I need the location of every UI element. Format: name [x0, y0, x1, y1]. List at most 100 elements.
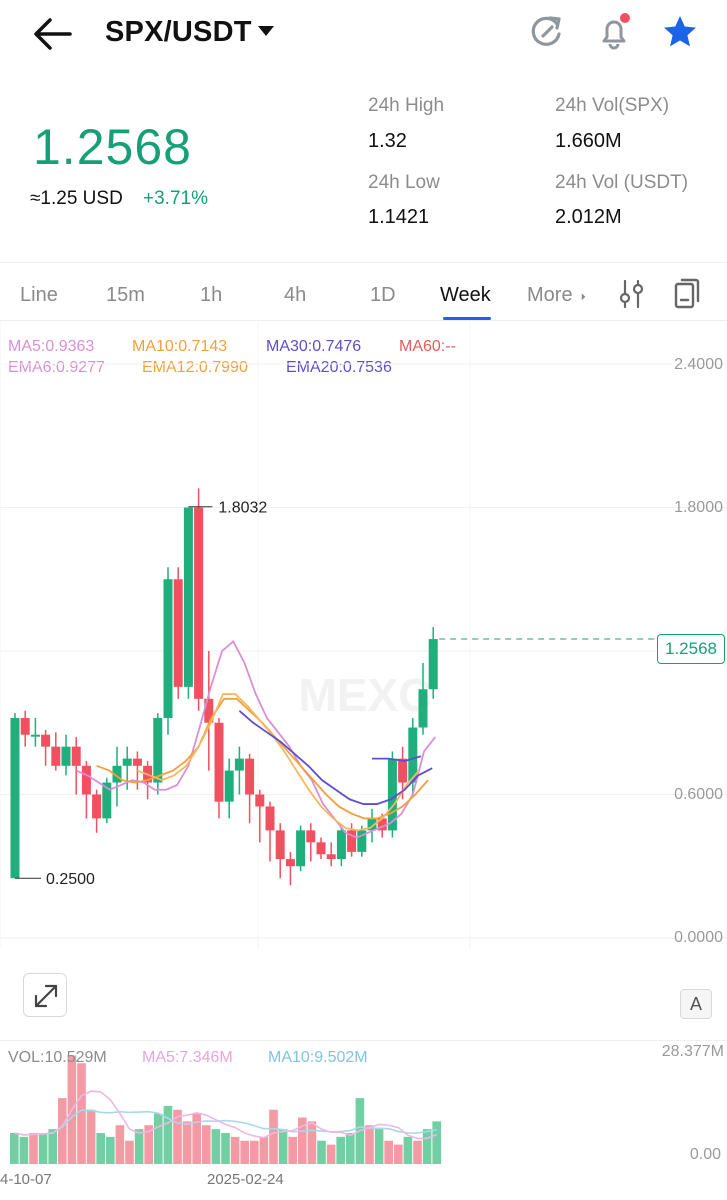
- tab-1d[interactable]: 1D: [370, 284, 396, 306]
- star-icon[interactable]: [660, 12, 700, 52]
- y-tick-2-4: 2.4000: [674, 356, 723, 373]
- low-value: 1.1421: [368, 206, 430, 228]
- ma5-legend: MA5:0.9363: [8, 338, 95, 355]
- candle-down: [204, 698, 214, 723]
- bell-icon[interactable]: [594, 12, 634, 52]
- ma10-legend: MA10:0.7143: [132, 338, 228, 355]
- volume-bar: [134, 1129, 144, 1164]
- volume-bar: [211, 1129, 221, 1164]
- y-tick-1-8: 1.8000: [674, 499, 723, 516]
- volume-bar: [413, 1140, 422, 1164]
- tab-line[interactable]: Line: [20, 284, 58, 306]
- candle-up: [224, 770, 234, 802]
- volume-bar: [144, 1125, 153, 1164]
- tab-week[interactable]: Week: [440, 284, 491, 306]
- volume-bar: [269, 1109, 278, 1164]
- indicator-settings-icon[interactable]: [618, 278, 646, 310]
- max-price-label: 1.8032: [218, 500, 267, 517]
- volume-bar: [86, 1109, 96, 1164]
- auto-scale-button[interactable]: A: [680, 989, 712, 1019]
- vol-base-value: 1.660M: [555, 130, 622, 152]
- caret-icon: [574, 293, 585, 304]
- volume-bar: [230, 1136, 240, 1164]
- volume-bar: [154, 1113, 163, 1164]
- volume-bar: [29, 1132, 38, 1164]
- change-percent: +3.71%: [143, 188, 208, 209]
- back-arrow-icon[interactable]: [28, 12, 78, 56]
- ema20-legend: EMA20:0.7536: [286, 359, 392, 376]
- y-tick-0: 0.0000: [674, 929, 723, 946]
- candle-down: [316, 842, 326, 855]
- pair-name: SPX/USDT: [105, 16, 252, 48]
- candle-up: [296, 830, 306, 867]
- tab-15m[interactable]: 15m: [106, 284, 145, 306]
- volume-bar: [163, 1105, 173, 1164]
- volume-bar: [422, 1129, 432, 1164]
- pair-selector[interactable]: SPX/USDT: [105, 16, 274, 49]
- divider: [0, 320, 727, 321]
- vol-min-label: 0.00: [689, 1146, 721, 1163]
- volume-bar: [307, 1121, 317, 1164]
- candle-up: [153, 717, 163, 783]
- high-value: 1.32: [368, 130, 407, 152]
- top-bar: SPX/USDT: [0, 0, 727, 70]
- usd-value: ≈1.25 USD: [30, 188, 123, 209]
- candle-down: [265, 806, 275, 831]
- candle-down: [398, 758, 408, 783]
- volume-bar: [336, 1136, 345, 1164]
- expand-chart-button[interactable]: [23, 973, 67, 1017]
- candle-up: [336, 830, 346, 860]
- candle-down: [255, 794, 265, 807]
- refresh-icon[interactable]: [526, 12, 566, 52]
- volume-bar: [58, 1098, 67, 1164]
- ma5-line: [75, 640, 436, 839]
- candle-down: [51, 746, 61, 766]
- volume-bar: [384, 1140, 393, 1164]
- vol-legend: VOL:10.529M: [8, 1049, 107, 1066]
- volume-bar: [19, 1136, 29, 1164]
- volume-bar: [365, 1125, 374, 1164]
- volume-bar: [240, 1140, 249, 1164]
- tab-more[interactable]: More: [527, 284, 585, 307]
- current-price-tag: 1.2568: [657, 634, 725, 664]
- candle-down: [92, 794, 102, 819]
- candle-down: [214, 722, 224, 802]
- candle-down: [347, 830, 357, 852]
- divider: [0, 262, 727, 263]
- divider: [0, 1040, 727, 1041]
- volume-bar: [106, 1136, 115, 1164]
- candle-down: [20, 717, 30, 735]
- tab-1h[interactable]: 1h: [200, 284, 223, 306]
- candle-up: [61, 746, 71, 766]
- candlestick-chart[interactable]: MEXC 1.8032 0.2500: [0, 322, 727, 1172]
- candle-down: [285, 859, 295, 867]
- candle-down: [377, 818, 387, 831]
- candle-up: [163, 579, 173, 718]
- ma30-line: [238, 710, 433, 805]
- volume-bar: [432, 1121, 441, 1164]
- ma30-legend: MA30:0.7476: [266, 338, 362, 355]
- high-label: 24h High: [368, 95, 445, 116]
- last-price: 1.2568: [33, 119, 192, 175]
- active-tab-indicator: [443, 317, 491, 320]
- volume-bar: [202, 1125, 211, 1164]
- volume-bar: [346, 1132, 355, 1164]
- tab-more-label: More: [527, 284, 573, 306]
- vol-ma10-legend: MA10:9.502M: [268, 1049, 368, 1066]
- candle-up: [367, 818, 377, 831]
- candle-down: [81, 765, 91, 795]
- vol-max-label: 28.377M: [661, 1043, 724, 1060]
- candle-down: [326, 854, 336, 860]
- candle-up: [112, 765, 122, 783]
- mexc-watermark: MEXC: [299, 669, 432, 721]
- copy-icon[interactable]: [672, 276, 702, 310]
- candle-down: [245, 758, 255, 795]
- candle-up: [30, 734, 40, 737]
- volume-bar: [48, 1129, 57, 1164]
- volume-bar: [173, 1109, 182, 1164]
- volume-bar: [221, 1132, 230, 1164]
- vol-quote-value: 2.012M: [555, 206, 622, 228]
- tab-4h[interactable]: 4h: [284, 284, 307, 306]
- x-date-label: 2025-02-24: [207, 1171, 284, 1188]
- volume-bar: [326, 1144, 336, 1164]
